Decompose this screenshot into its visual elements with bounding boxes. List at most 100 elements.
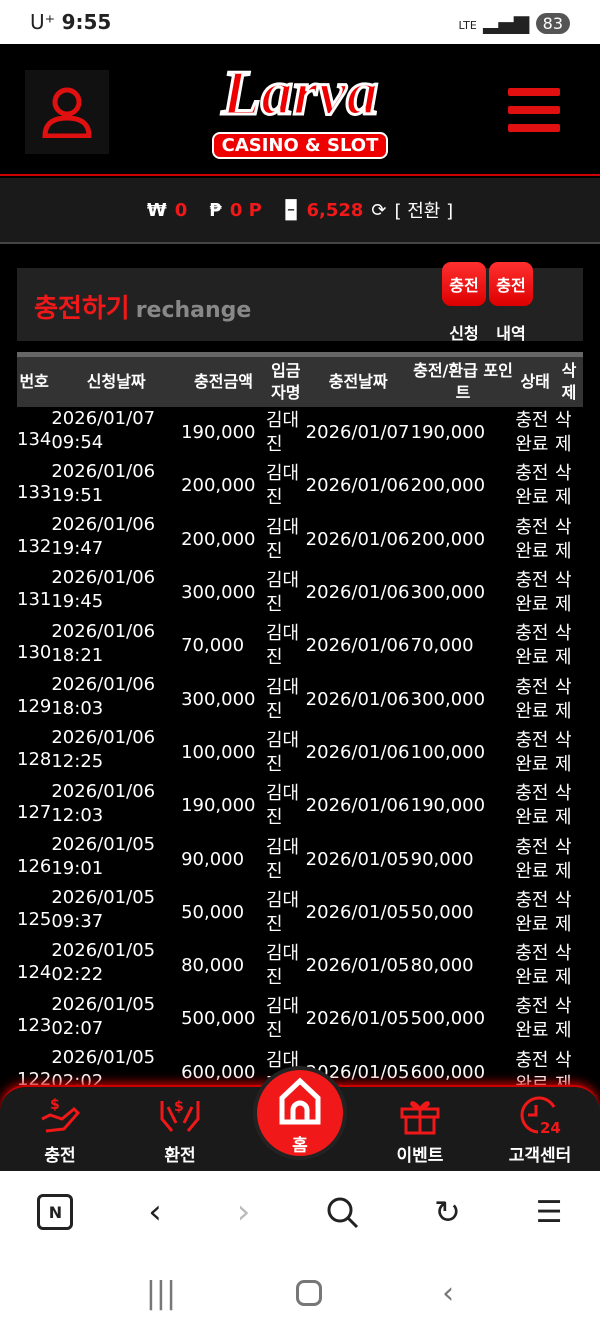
home-system-icon[interactable] (296, 1280, 323, 1306)
nav-event[interactable]: 이벤트 (370, 1095, 470, 1166)
logo[interactable]: Larva CASINO & SLOT (205, 54, 395, 169)
status: 충전완료 (515, 676, 549, 722)
request-date: 2026/01/05 09:37 (51, 887, 156, 933)
depositor-name: 김대진 (265, 623, 300, 669)
gift-icon (400, 1101, 440, 1135)
status: 충전완료 (515, 836, 549, 882)
status: 충전완료 (515, 623, 549, 669)
request-date: 2026/01/05 02:22 (51, 940, 156, 986)
depositor-name: 김대진 (265, 463, 300, 509)
charge-history-button[interactable]: 충전 (489, 262, 533, 306)
delete-button[interactable]: 삭제 (555, 623, 572, 669)
delete-button[interactable]: 삭제 (555, 570, 572, 616)
depositor-name: 김대진 (265, 943, 300, 989)
page-title: 충전하기 (34, 294, 130, 324)
delete-button[interactable]: 삭제 (555, 463, 572, 509)
point-balance: 0 P (229, 199, 262, 221)
chip-balance: 6,528 (306, 199, 364, 221)
charge-amount: 80,000 (181, 955, 245, 977)
charge-request-button[interactable]: 충전 (442, 262, 486, 306)
depositor-name: 김대진 (265, 783, 300, 829)
row-number: 126 (17, 855, 52, 877)
recent-apps-icon[interactable]: ||| (145, 1275, 177, 1311)
delete-button[interactable]: 삭제 (555, 676, 572, 722)
point-icon: ₱ (209, 199, 222, 221)
back-icon[interactable]: ‹ (148, 1192, 162, 1232)
status: 충전완료 (515, 516, 549, 562)
status: 충전완료 (515, 783, 549, 829)
delete-button[interactable]: 삭제 (555, 889, 572, 935)
charge-points: 200,000 (410, 475, 486, 497)
menu-icon[interactable]: ☰ (535, 1194, 563, 1230)
charge-amount: 90,000 (181, 848, 245, 870)
forward-icon[interactable]: › (236, 1192, 251, 1232)
charge-amount: 300,000 (181, 688, 256, 710)
column-header: 번호 (19, 371, 49, 391)
status-bar: U⁺ 9:55 LTE ▂▄▆ 83 (0, 0, 600, 44)
won-icon: ₩ (146, 199, 167, 221)
logo-text: Larva (220, 56, 379, 130)
table-row: 132 2026/01/06 19:47 200,000 김대진 2026/01/06 2… (17, 513, 583, 566)
refresh-icon[interactable]: ⟳ (371, 199, 387, 221)
charge-points: 190,000 (410, 795, 486, 817)
table-row: 131 2026/01/06 19:45 300,000 김대진 2026/01/06 3… (17, 566, 583, 619)
depositor-name: 김대진 (265, 889, 300, 935)
nav-charge[interactable]: $ 충전 (10, 1095, 110, 1166)
delete-button[interactable]: 삭제 (555, 783, 572, 829)
depositor-name: 김대진 (265, 729, 300, 775)
depositor-name: 김대진 (265, 570, 300, 616)
delete-button[interactable]: 삭제 (555, 943, 572, 989)
row-number: 123 (17, 1015, 52, 1037)
nav-exchange[interactable]: $ 환전 (130, 1095, 230, 1166)
request-date: 2026/01/06 12:03 (51, 780, 156, 826)
naver-icon[interactable]: N (37, 1194, 74, 1230)
status: 충전완료 (515, 889, 549, 935)
delete-button[interactable]: 삭제 (555, 729, 572, 775)
delete-button[interactable]: 삭제 (555, 996, 572, 1042)
charge-amount: 190,000 (181, 795, 256, 817)
request-date: 2026/01/07 09:54 (51, 407, 156, 453)
charge-amount: 190,000 (181, 422, 256, 444)
system-nav: ||| ‹ (0, 1253, 600, 1333)
request-date: 2026/01/06 18:21 (51, 620, 156, 666)
delete-button[interactable]: 삭제 (555, 410, 572, 456)
depositor-name: 김대진 (265, 836, 300, 882)
request-date: 2026/01/06 19:47 (51, 514, 156, 560)
charge-points: 190,000 (410, 422, 486, 444)
charge-amount: 100,000 (181, 741, 256, 763)
request-date: 2026/01/06 19:51 (51, 460, 156, 506)
row-number: 124 (17, 962, 52, 984)
row-number: 134 (17, 429, 52, 451)
charge-points: 300,000 (410, 688, 486, 710)
row-number: 132 (17, 535, 52, 557)
charge-amount: 600,000 (181, 1061, 256, 1083)
row-number: 130 (17, 642, 52, 664)
row-number: 122 (17, 1068, 52, 1090)
table-row: 130 2026/01/06 18:21 70,000 김대진 2026/01/06 70… (17, 620, 583, 673)
reload-icon[interactable]: ↻ (434, 1193, 461, 1231)
search-icon[interactable] (325, 1195, 359, 1229)
column-header: 충전/환급 포인트 (413, 360, 513, 402)
table-row: 125 2026/01/05 09:37 50,000 김대진 2026/01/05 50… (17, 886, 583, 939)
request-date: 2026/01/06 18:03 (51, 673, 156, 719)
delete-button[interactable]: 삭제 (555, 836, 572, 882)
chip-icon: 🁢 (283, 199, 299, 221)
menu-icon[interactable] (508, 88, 560, 132)
charge-panel: 충전하기 rechange 충전 신청 충전 내역 (17, 262, 583, 343)
depositor-name: 김대진 (265, 676, 300, 722)
hands-dollar-icon: $ (160, 1099, 200, 1132)
charge-amount: 300,000 (181, 582, 256, 604)
charge-date: 2026/01/06 (305, 741, 410, 763)
charge-request-label: 신청 (449, 324, 479, 343)
charge-points: 90,000 (410, 848, 474, 870)
request-date: 2026/01/05 19:01 (51, 833, 156, 879)
delete-button[interactable]: 삭제 (555, 516, 572, 562)
depositor-name: 김대진 (265, 410, 300, 456)
nav-home[interactable]: 홈 (253, 1066, 347, 1160)
convert-button[interactable]: [ 전환 ] (394, 201, 454, 222)
nav-support[interactable]: 24 고객센터 (490, 1095, 590, 1166)
status: 충전완료 (515, 729, 549, 775)
user-button[interactable] (25, 70, 109, 154)
back-system-icon[interactable]: ‹ (442, 1275, 455, 1311)
balance-bar: ₩0 ₱ 0 P 🁢 6,528 ⟳ [ 전환 ] (0, 178, 600, 244)
